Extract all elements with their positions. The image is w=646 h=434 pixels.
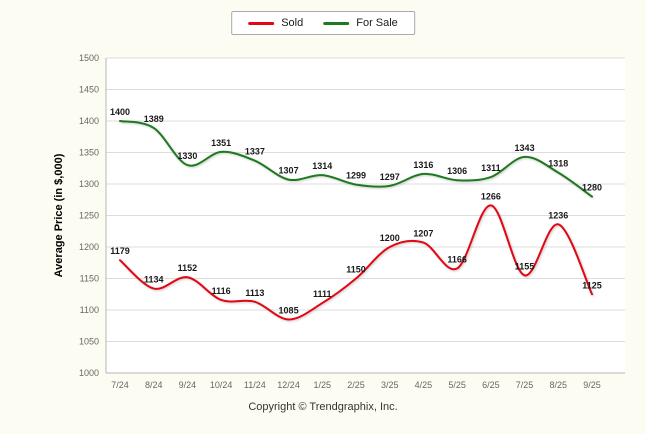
x-tick-label: 2/25	[347, 380, 365, 390]
y-tick-label: 1200	[79, 242, 99, 252]
data-label: 1330	[177, 151, 197, 161]
data-label: 1337	[245, 147, 265, 157]
data-label: 1314	[312, 161, 332, 171]
data-label: 1152	[178, 263, 198, 273]
data-label: 1236	[548, 210, 568, 220]
x-tick-label: 11/24	[244, 380, 266, 390]
for-sale-line-swatch	[323, 21, 350, 25]
data-label: 1280	[582, 183, 602, 193]
x-tick-label: 6/25	[482, 380, 500, 390]
x-tick-label: 7/25	[516, 380, 534, 390]
data-label: 1400	[110, 107, 130, 117]
series-line-for-sale	[119, 120, 593, 198]
legend-item-for-sale: For Sale	[323, 17, 398, 29]
x-tick-label: 8/24	[145, 380, 163, 390]
data-label: 1200	[380, 233, 400, 243]
legend-item-sold: Sold	[248, 17, 303, 29]
gridlines	[106, 57, 625, 374]
series-line-sold	[119, 204, 593, 321]
y-tick-label: 1250	[79, 211, 99, 221]
y-tick-label: 1000	[79, 368, 99, 378]
data-label: 1179	[110, 246, 130, 256]
data-label: 1085	[279, 305, 299, 315]
data-label: 1155	[515, 261, 535, 271]
x-tick-label: 9/25	[583, 380, 601, 390]
data-label: 1299	[346, 171, 366, 181]
x-axis-ticks: 7/24 8/24 9/24 10/24 11/24 12/24 1/25 2/25 3/25 4…	[111, 380, 601, 390]
data-label: 1351	[211, 138, 231, 148]
x-tick-label: 1/25	[314, 380, 332, 390]
data-label: 1125	[582, 280, 602, 290]
data-label: 1318	[548, 159, 568, 169]
data-label: 1150	[346, 265, 366, 275]
data-label: 1311	[481, 163, 501, 173]
legend-label-for-sale: For Sale	[356, 17, 398, 29]
data-label: 1297	[380, 172, 400, 182]
y-tick-label: 1300	[79, 179, 99, 189]
chart-canvas: 1000 1050 1100 1150 1200 1250 1300 1350 1400 1450…	[53, 53, 625, 390]
data-labels-sold: 1179 1134 1152 1116 1113 1085 1111 1150 1200 1207…	[110, 191, 602, 315]
data-label: 1111	[313, 289, 332, 299]
data-label: 1166	[447, 254, 467, 264]
data-label: 1266	[481, 191, 501, 201]
y-axis-title: Average Price (in $,000)	[53, 153, 65, 277]
legend-label-sold: Sold	[281, 17, 304, 29]
data-label: 1343	[515, 143, 535, 153]
data-label: 1134	[144, 275, 164, 285]
y-tick-label: 1400	[79, 116, 99, 126]
data-label: 1389	[144, 114, 164, 124]
data-label: 1207	[413, 229, 433, 239]
x-tick-label: 3/25	[381, 380, 399, 390]
x-tick-label: 5/25	[448, 380, 466, 390]
y-tick-label: 1050	[79, 337, 99, 347]
data-label: 1316	[413, 160, 433, 170]
y-tick-label: 1500	[79, 53, 99, 63]
x-tick-label: 8/25	[550, 380, 568, 390]
y-axis-ticks: 1000 1050 1100 1150 1200 1250 1300 1350 1400 1450…	[79, 53, 99, 378]
y-tick-label: 1150	[80, 274, 99, 284]
x-tick-label: 4/25	[415, 380, 433, 390]
x-tick-label: 12/24	[277, 380, 300, 390]
data-label: 1306	[447, 166, 467, 176]
data-label: 1113	[245, 288, 264, 298]
x-tick-label: 7/24	[111, 380, 129, 390]
y-tick-label: 1450	[79, 85, 99, 95]
x-tick-label: 9/24	[179, 380, 197, 390]
data-label: 1307	[279, 166, 299, 176]
y-tick-label: 1100	[80, 305, 99, 315]
copyright-text: Copyright © Trendgraphix, Inc.	[248, 401, 398, 413]
data-labels-for-sale: 1400 1389 1330 1351 1337 1307 1314 1299 1297 1316…	[110, 107, 602, 193]
sold-line-swatch	[248, 21, 275, 25]
line-chart: 1000 1050 1100 1150 1200 1250 1300 1350 1400 1450…	[0, 40, 646, 403]
chart-legend: Sold For Sale	[231, 11, 415, 35]
data-label: 1116	[212, 286, 231, 296]
y-tick-label: 1350	[79, 148, 99, 158]
x-tick-label: 10/24	[210, 380, 233, 390]
